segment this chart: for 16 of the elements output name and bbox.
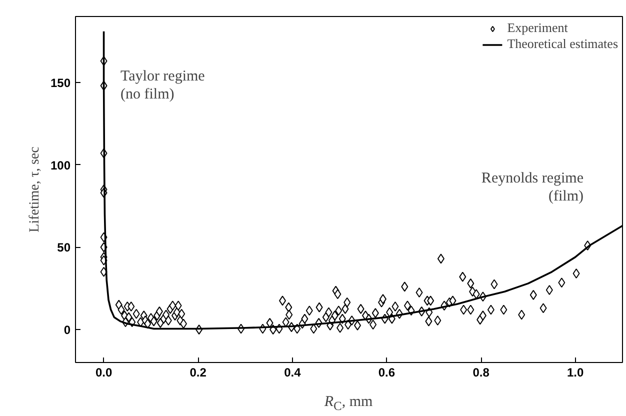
x-tick-label: 0.0 (95, 366, 112, 380)
annotation: Reynolds regime (film) (481, 170, 584, 204)
y-tick-label: 150 (50, 76, 71, 90)
x-tick-label: 1.0 (567, 366, 584, 380)
x-tick-label: 0.6 (378, 366, 396, 380)
x-axis-title: R$_{C}$, mm (324, 393, 373, 415)
annotation: Taylor regime (no film) (120, 68, 206, 102)
y-tick-label: 100 (50, 158, 71, 172)
y-tick-label: 0 (64, 323, 71, 338)
x-tick-label: 0.4 (284, 366, 302, 380)
legend-label: Theoretical estimates (507, 36, 618, 52)
x-tick-label: 0.2 (190, 366, 207, 380)
y-axis-title: Lifetime, τ, sec (27, 146, 42, 232)
x-tick-label: 0.8 (472, 366, 490, 380)
y-tick-label: 50 (57, 240, 71, 255)
legend-label: Experiment (507, 20, 568, 36)
